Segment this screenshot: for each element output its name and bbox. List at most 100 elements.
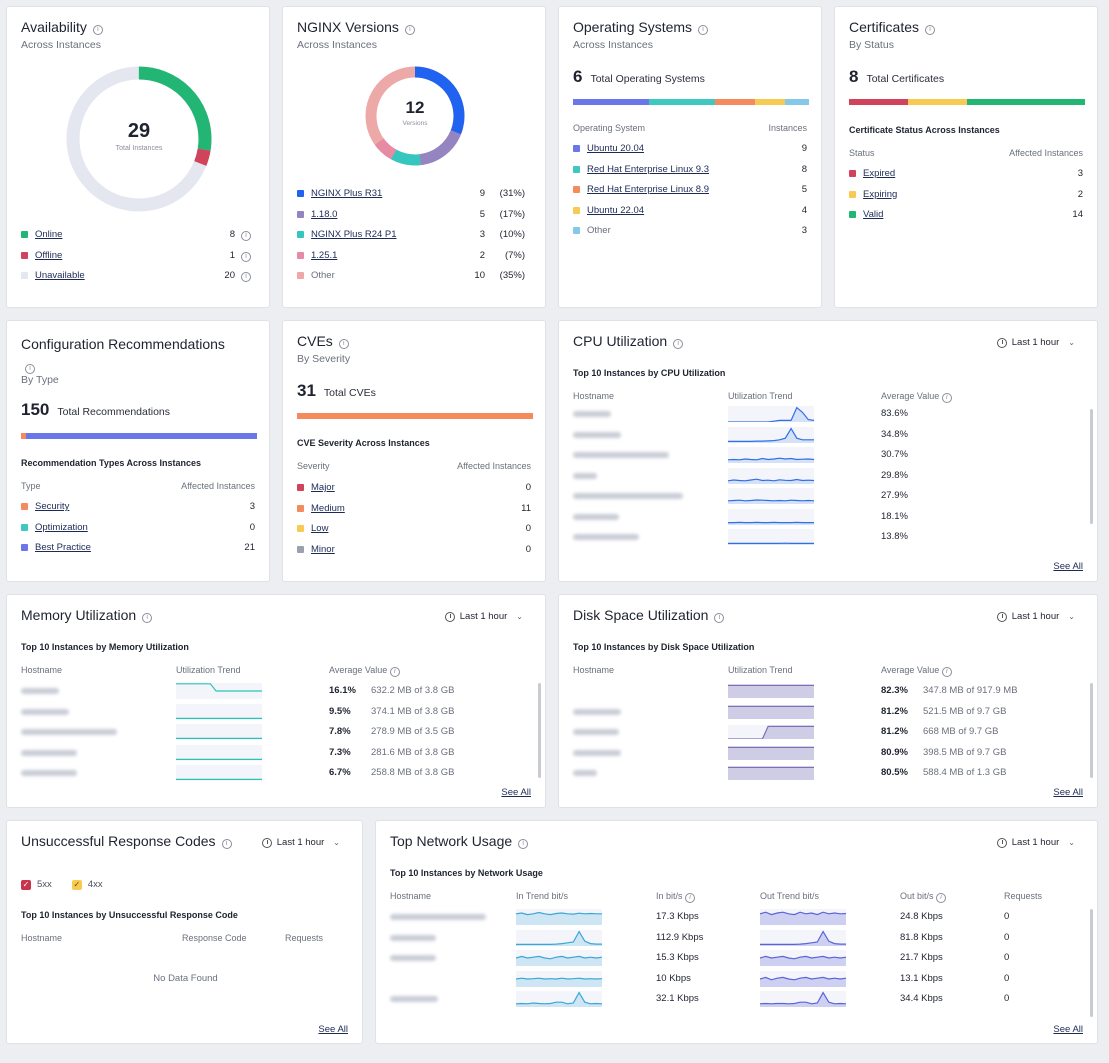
memory-average-detail: 281.6 MB of 3.8 GB (371, 746, 455, 758)
hostname-redacted[interactable] (573, 534, 639, 540)
certs-col-header-affected: Affected Instances (1009, 148, 1083, 158)
info-icon[interactable]: i (941, 393, 952, 403)
hostname-redacted[interactable] (573, 431, 621, 438)
certs-item-label[interactable]: Expired (863, 168, 896, 179)
memory-average-detail: 632.2 MB of 3.8 GB (371, 685, 455, 696)
cves-item-label[interactable]: Low (311, 523, 329, 534)
hostname-redacted[interactable] (573, 749, 621, 756)
checkbox-checked-icon: ✓ (21, 879, 31, 890)
disk-see-all-link[interactable]: See All (1053, 787, 1083, 798)
legend-swatch (573, 145, 580, 152)
info-icon[interactable]: i (338, 339, 349, 349)
response-see-all-link[interactable]: See All (318, 1024, 348, 1035)
info-icon[interactable]: i (714, 613, 725, 623)
cpu-see-all-link[interactable]: See All (1053, 561, 1083, 572)
hostname-redacted[interactable] (573, 493, 683, 499)
hostname-redacted[interactable] (21, 688, 59, 694)
config-subtitle: By Type (21, 374, 59, 386)
clock-icon (996, 611, 1007, 622)
cpu-utilization-card: CPU Utilization i Last 1 hour ⌄ Top 10 Ins… (558, 320, 1098, 582)
nginx-item-value: 2 (7%) (480, 250, 525, 261)
info-icon[interactable]: i (518, 839, 529, 849)
info-icon[interactable]: i (241, 251, 251, 262)
info-icon[interactable]: i (698, 25, 709, 35)
hostname-redacted[interactable] (21, 708, 69, 715)
os-item-label[interactable]: Red Hat Enterprise Linux 9.3 (587, 163, 709, 175)
disk-scrollbar[interactable] (1090, 683, 1093, 778)
config-item-label[interactable]: Optimization (35, 521, 88, 533)
cves-item-value-text: 11 (521, 502, 531, 514)
os-item-label[interactable]: Ubuntu 20.04 (587, 143, 645, 154)
network-time-selector[interactable]: Last 1 hour ⌄ (996, 837, 1075, 848)
hostname-redacted[interactable] (21, 749, 77, 756)
cves-item-label[interactable]: Minor (311, 543, 335, 555)
info-icon[interactable]: i (685, 893, 696, 903)
hostname-redacted[interactable] (21, 770, 77, 776)
memory-time-selector[interactable]: Last 1 hour ⌄ (444, 611, 523, 622)
certs-segment-bar (849, 99, 1085, 105)
info-icon[interactable]: i (389, 667, 400, 677)
info-icon[interactable]: i (936, 893, 947, 903)
cves-item-label[interactable]: Medium (311, 502, 345, 514)
hostname-redacted[interactable] (573, 729, 619, 735)
nginx-item-label[interactable]: 1.25.1 (311, 249, 338, 261)
disk-time-selector[interactable]: Last 1 hour ⌄ (996, 611, 1075, 622)
nginx-item-label[interactable]: 1.18.0 (311, 208, 338, 220)
os-item-label[interactable]: Ubuntu 22.04 (587, 204, 645, 216)
certs-item-label[interactable]: Expiring (863, 188, 898, 200)
certs-item-label[interactable]: Valid (863, 209, 884, 220)
os-item-1: Red Hat Enterprise Linux 9.3 (573, 164, 709, 175)
hostname-redacted[interactable] (390, 996, 438, 1002)
info-icon[interactable]: i (404, 25, 415, 35)
cpu-scrollbar[interactable] (1090, 409, 1093, 524)
info-icon[interactable]: i (142, 613, 153, 623)
response-time-selector[interactable]: Last 1 hour ⌄ (261, 837, 340, 848)
info-icon[interactable]: i (25, 364, 35, 374)
legend-swatch (21, 272, 28, 279)
legend-5xx[interactable]: ✓ 5xx (21, 879, 52, 890)
hostname-redacted[interactable] (573, 411, 611, 417)
network-scrollbar[interactable] (1090, 909, 1093, 1017)
config-item-label[interactable]: Security (35, 501, 70, 512)
hostname-redacted[interactable] (573, 770, 597, 776)
config-total: 150 Total Recommendations (21, 400, 170, 420)
info-icon[interactable]: i (925, 25, 936, 35)
network-see-all-link[interactable]: See All (1053, 1024, 1083, 1035)
info-icon[interactable]: i (673, 339, 684, 349)
availability-item-label[interactable]: Online (35, 229, 63, 240)
hostname-redacted[interactable] (573, 513, 619, 520)
cpu-title: CPU Utilization i (573, 333, 684, 349)
cves-item-value-text: 0 (525, 482, 531, 493)
cpu-time-selector[interactable]: Last 1 hour ⌄ (996, 337, 1075, 348)
hostname-redacted[interactable] (21, 729, 117, 735)
hostname-redacted[interactable] (573, 452, 669, 458)
memory-scrollbar[interactable] (538, 683, 541, 778)
response-col-requests: Requests (285, 933, 324, 943)
availability-item-label[interactable]: Offline (35, 249, 63, 261)
availability-item-label[interactable]: Unavailable (35, 270, 85, 281)
info-icon[interactable]: i (241, 231, 251, 241)
hostname-redacted[interactable] (390, 914, 486, 920)
legend-4xx[interactable]: ✓ 4xx (71, 879, 103, 890)
hostname-redacted[interactable] (390, 934, 436, 941)
availability-subtitle: Across Instances (21, 39, 101, 51)
cves-item-label[interactable]: Major (311, 482, 335, 493)
os-item-value-text: 9 (801, 143, 807, 154)
config-item-value: 21 (244, 542, 255, 553)
network-col-hostname: Hostname (390, 891, 432, 901)
hostname-redacted[interactable] (390, 955, 436, 961)
memory-see-all-link[interactable]: See All (501, 787, 531, 798)
legend-swatch (297, 272, 304, 279)
nginx-item-label[interactable]: NGINX Plus R31 (311, 188, 383, 199)
info-icon[interactable]: i (941, 667, 952, 677)
nginx-item-label[interactable]: NGINX Plus R24 P1 (311, 229, 397, 240)
os-item-label[interactable]: Red Hat Enterprise Linux 8.9 (587, 184, 709, 195)
info-icon[interactable]: i (221, 839, 232, 849)
disk-col-hostname: Hostname (573, 665, 615, 675)
hostname-redacted[interactable] (573, 708, 621, 715)
config-item-label[interactable]: Best Practice (35, 542, 91, 553)
hostname-redacted[interactable] (573, 472, 597, 479)
info-icon[interactable]: i (92, 25, 103, 35)
os-item-value: 5 (802, 184, 807, 195)
info-icon[interactable]: i (241, 272, 251, 282)
